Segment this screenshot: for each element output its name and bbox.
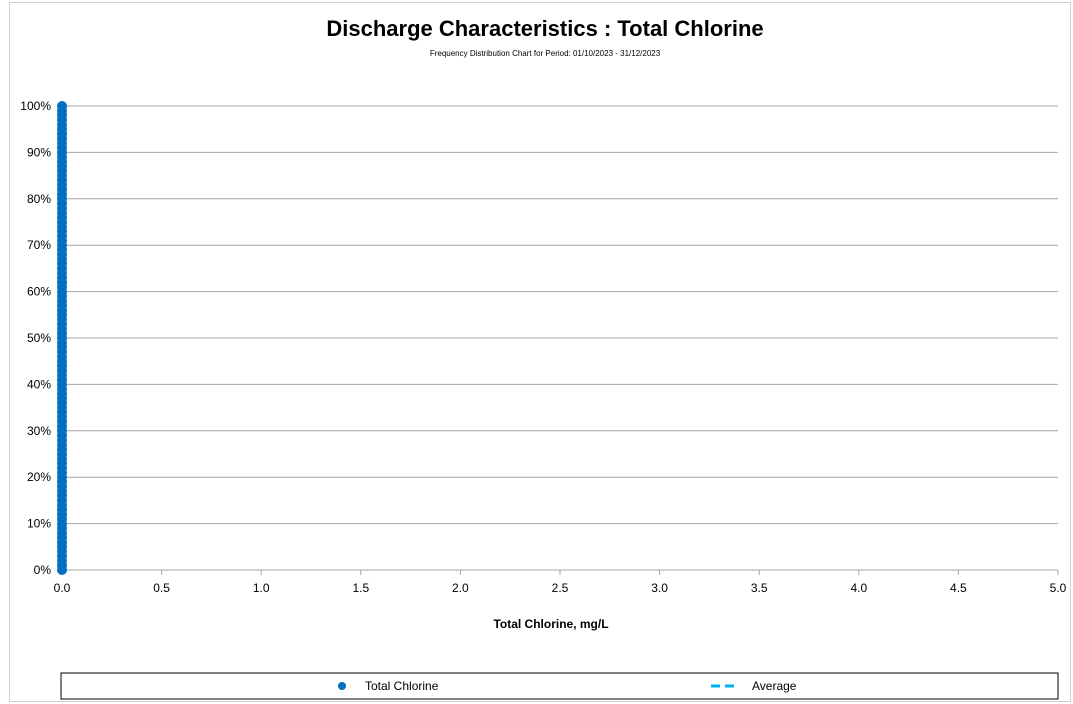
x-tick-label: 1.0 [253, 581, 270, 595]
y-tick-label: 0% [34, 563, 52, 577]
chart-frame [9, 2, 1071, 702]
y-tick-label: 30% [27, 424, 51, 438]
legend-box [60, 672, 1059, 700]
x-tick-label: 3.0 [651, 581, 668, 595]
y-tick-label: 80% [27, 192, 51, 206]
x-tick-label: 4.0 [850, 581, 867, 595]
chart-subtitle: Frequency Distribution Chart for Period:… [430, 49, 661, 58]
x-tick-label: 2.5 [552, 581, 569, 595]
y-tick-label: 60% [27, 285, 51, 299]
x-axis-ticks: 0.0 0.5 1.0 1.5 2.0 2.5 3.0 3.5 4.0 4.5 5.0 [54, 570, 1067, 595]
x-tick-label: 3.5 [751, 581, 768, 595]
legend: Total Chlorine Average [60, 672, 1059, 700]
gridlines [62, 105, 1058, 571]
y-tick-label: 90% [27, 145, 51, 159]
y-tick-label: 50% [27, 331, 51, 345]
legend-label-total-chlorine: Total Chlorine [365, 679, 439, 693]
x-axis-label: Total Chlorine, mg/L [493, 617, 608, 631]
y-tick-label: 100% [20, 99, 51, 113]
x-tick-label: 1.5 [352, 581, 369, 595]
legend-marker-total-chlorine [338, 682, 346, 690]
x-tick-label: 0.0 [54, 581, 71, 595]
series-total-chlorine [57, 101, 67, 575]
y-tick-label: 10% [27, 517, 51, 531]
x-tick-label: 0.5 [153, 581, 170, 595]
x-tick-label: 4.5 [950, 581, 967, 595]
y-tick-label: 20% [27, 470, 51, 484]
chart-title: Discharge Characteristics : Total Chlori… [326, 16, 763, 41]
y-tick-label: 70% [27, 238, 51, 252]
x-tick-label: 2.0 [452, 581, 469, 595]
x-tick-label: 5.0 [1050, 581, 1067, 595]
y-axis-ticks: 0% 10% 20% 30% 40% 50% 60% 70% 80% 90% 100% [20, 99, 51, 577]
data-point [57, 101, 67, 111]
y-tick-label: 40% [27, 377, 51, 391]
legend-label-average: Average [752, 679, 797, 693]
